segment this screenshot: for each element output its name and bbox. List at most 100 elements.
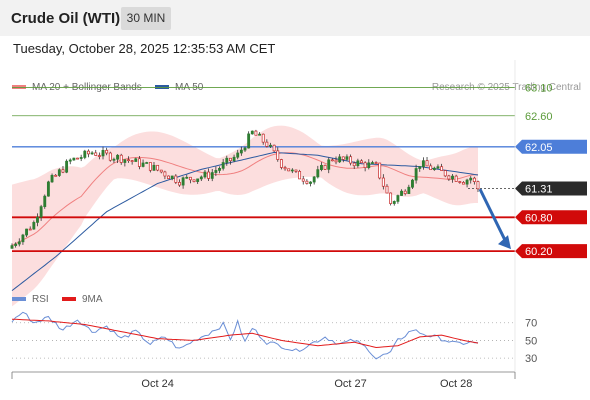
candle-body <box>320 164 323 170</box>
candle-body <box>36 216 39 223</box>
candle-body <box>214 170 218 173</box>
level-tag-61.31 <box>515 181 587 196</box>
candle-body <box>421 160 425 168</box>
candle-body <box>432 167 436 171</box>
candle-body <box>338 156 342 163</box>
candle-body <box>374 162 378 164</box>
candle-body <box>356 160 360 167</box>
candle-body <box>440 166 444 171</box>
candle-body <box>130 160 134 162</box>
candle-body <box>403 190 407 194</box>
candle-body <box>254 130 258 136</box>
candle-body <box>105 149 109 154</box>
candle-body <box>218 168 221 171</box>
candle-body <box>312 176 316 183</box>
candle-body <box>458 181 462 183</box>
candle-body <box>301 178 305 182</box>
candle-body <box>207 171 211 179</box>
candle-body <box>272 144 276 152</box>
candle-body <box>276 150 280 160</box>
candle-body <box>425 160 429 167</box>
chart-header: Crude Oil (WTI) 30 MIN <box>0 0 590 36</box>
candle-body <box>414 168 418 181</box>
candle-body <box>159 169 163 173</box>
candle-body <box>221 162 225 169</box>
level-tag-60.80 <box>515 210 587 225</box>
ma20-line <box>11 152 478 246</box>
candle-body <box>363 162 367 169</box>
candle-body <box>61 169 65 173</box>
candle-body <box>65 160 69 173</box>
candle-body <box>174 175 178 183</box>
candle-body <box>185 176 189 179</box>
level-label-60.20: 60.20 <box>525 246 553 258</box>
rsi-legend-swatch-0 <box>12 297 26 301</box>
candle-body <box>188 176 192 181</box>
candle-body <box>443 170 447 177</box>
candle-body <box>76 157 79 160</box>
legend-swatch-0 <box>12 85 26 89</box>
candle-body <box>28 228 32 231</box>
candle-body <box>39 206 43 218</box>
candle-body <box>50 174 54 183</box>
candle-body <box>327 159 331 170</box>
rsi-tick-50: 50 <box>525 335 537 347</box>
candle-body <box>83 150 87 158</box>
candle-body <box>247 133 251 149</box>
level-label-62.60: 62.60 <box>525 111 553 123</box>
candle-body <box>116 154 120 160</box>
candle-body <box>243 147 247 151</box>
candle-body <box>429 165 433 171</box>
candle-body <box>392 201 396 204</box>
candle-body <box>127 159 130 162</box>
candle-body <box>134 158 138 162</box>
candle-body <box>378 162 382 179</box>
candle-body <box>94 152 98 156</box>
candle-body <box>90 152 94 155</box>
candle-body <box>232 156 236 162</box>
rsi-tick-30: 30 <box>525 353 537 365</box>
timestamp: Tuesday, October 28, 2025 12:35:53 AM CE… <box>13 41 276 56</box>
rsi-legend-label-0: RSI <box>32 294 49 305</box>
bollinger-band <box>12 125 478 307</box>
level-label-60.80: 60.80 <box>525 212 553 224</box>
candle-body <box>269 144 272 147</box>
candle-body <box>283 167 287 170</box>
candle-body <box>21 234 25 243</box>
candle-body <box>298 171 302 180</box>
rsi-ma9-line <box>11 318 479 349</box>
candle-body <box>352 162 356 167</box>
candle-body <box>87 150 90 155</box>
candle-body <box>25 228 28 236</box>
candle-body <box>141 162 145 167</box>
candle-body <box>72 157 76 161</box>
candle-body <box>229 157 232 162</box>
rsi-tick-70: 70 <box>525 318 537 330</box>
candle-body <box>316 169 320 178</box>
candle-body <box>396 195 400 202</box>
candle-body <box>389 192 393 204</box>
candle-body <box>385 185 389 194</box>
candle-body <box>436 166 440 169</box>
candle-body <box>97 155 101 157</box>
rsi-legend-swatch-1 <box>62 297 76 301</box>
candle-body <box>345 156 349 160</box>
forecast-arrow-shaft <box>478 188 508 243</box>
forecast-arrow-head <box>498 235 511 250</box>
candle-body <box>167 175 170 179</box>
candle-body <box>469 177 473 181</box>
candle-body <box>112 158 116 161</box>
candle-body <box>290 169 294 172</box>
candle-body <box>411 179 414 188</box>
candle-body <box>476 181 480 190</box>
candle-body <box>462 182 465 185</box>
candle-body <box>43 195 47 207</box>
candle-body <box>137 158 141 167</box>
candle-body <box>192 179 196 182</box>
timeframe-button[interactable]: 30 MIN <box>121 7 171 30</box>
candle-body <box>119 154 123 163</box>
candle-body <box>400 190 403 196</box>
candle-body <box>10 245 14 249</box>
candle-body <box>79 157 83 159</box>
